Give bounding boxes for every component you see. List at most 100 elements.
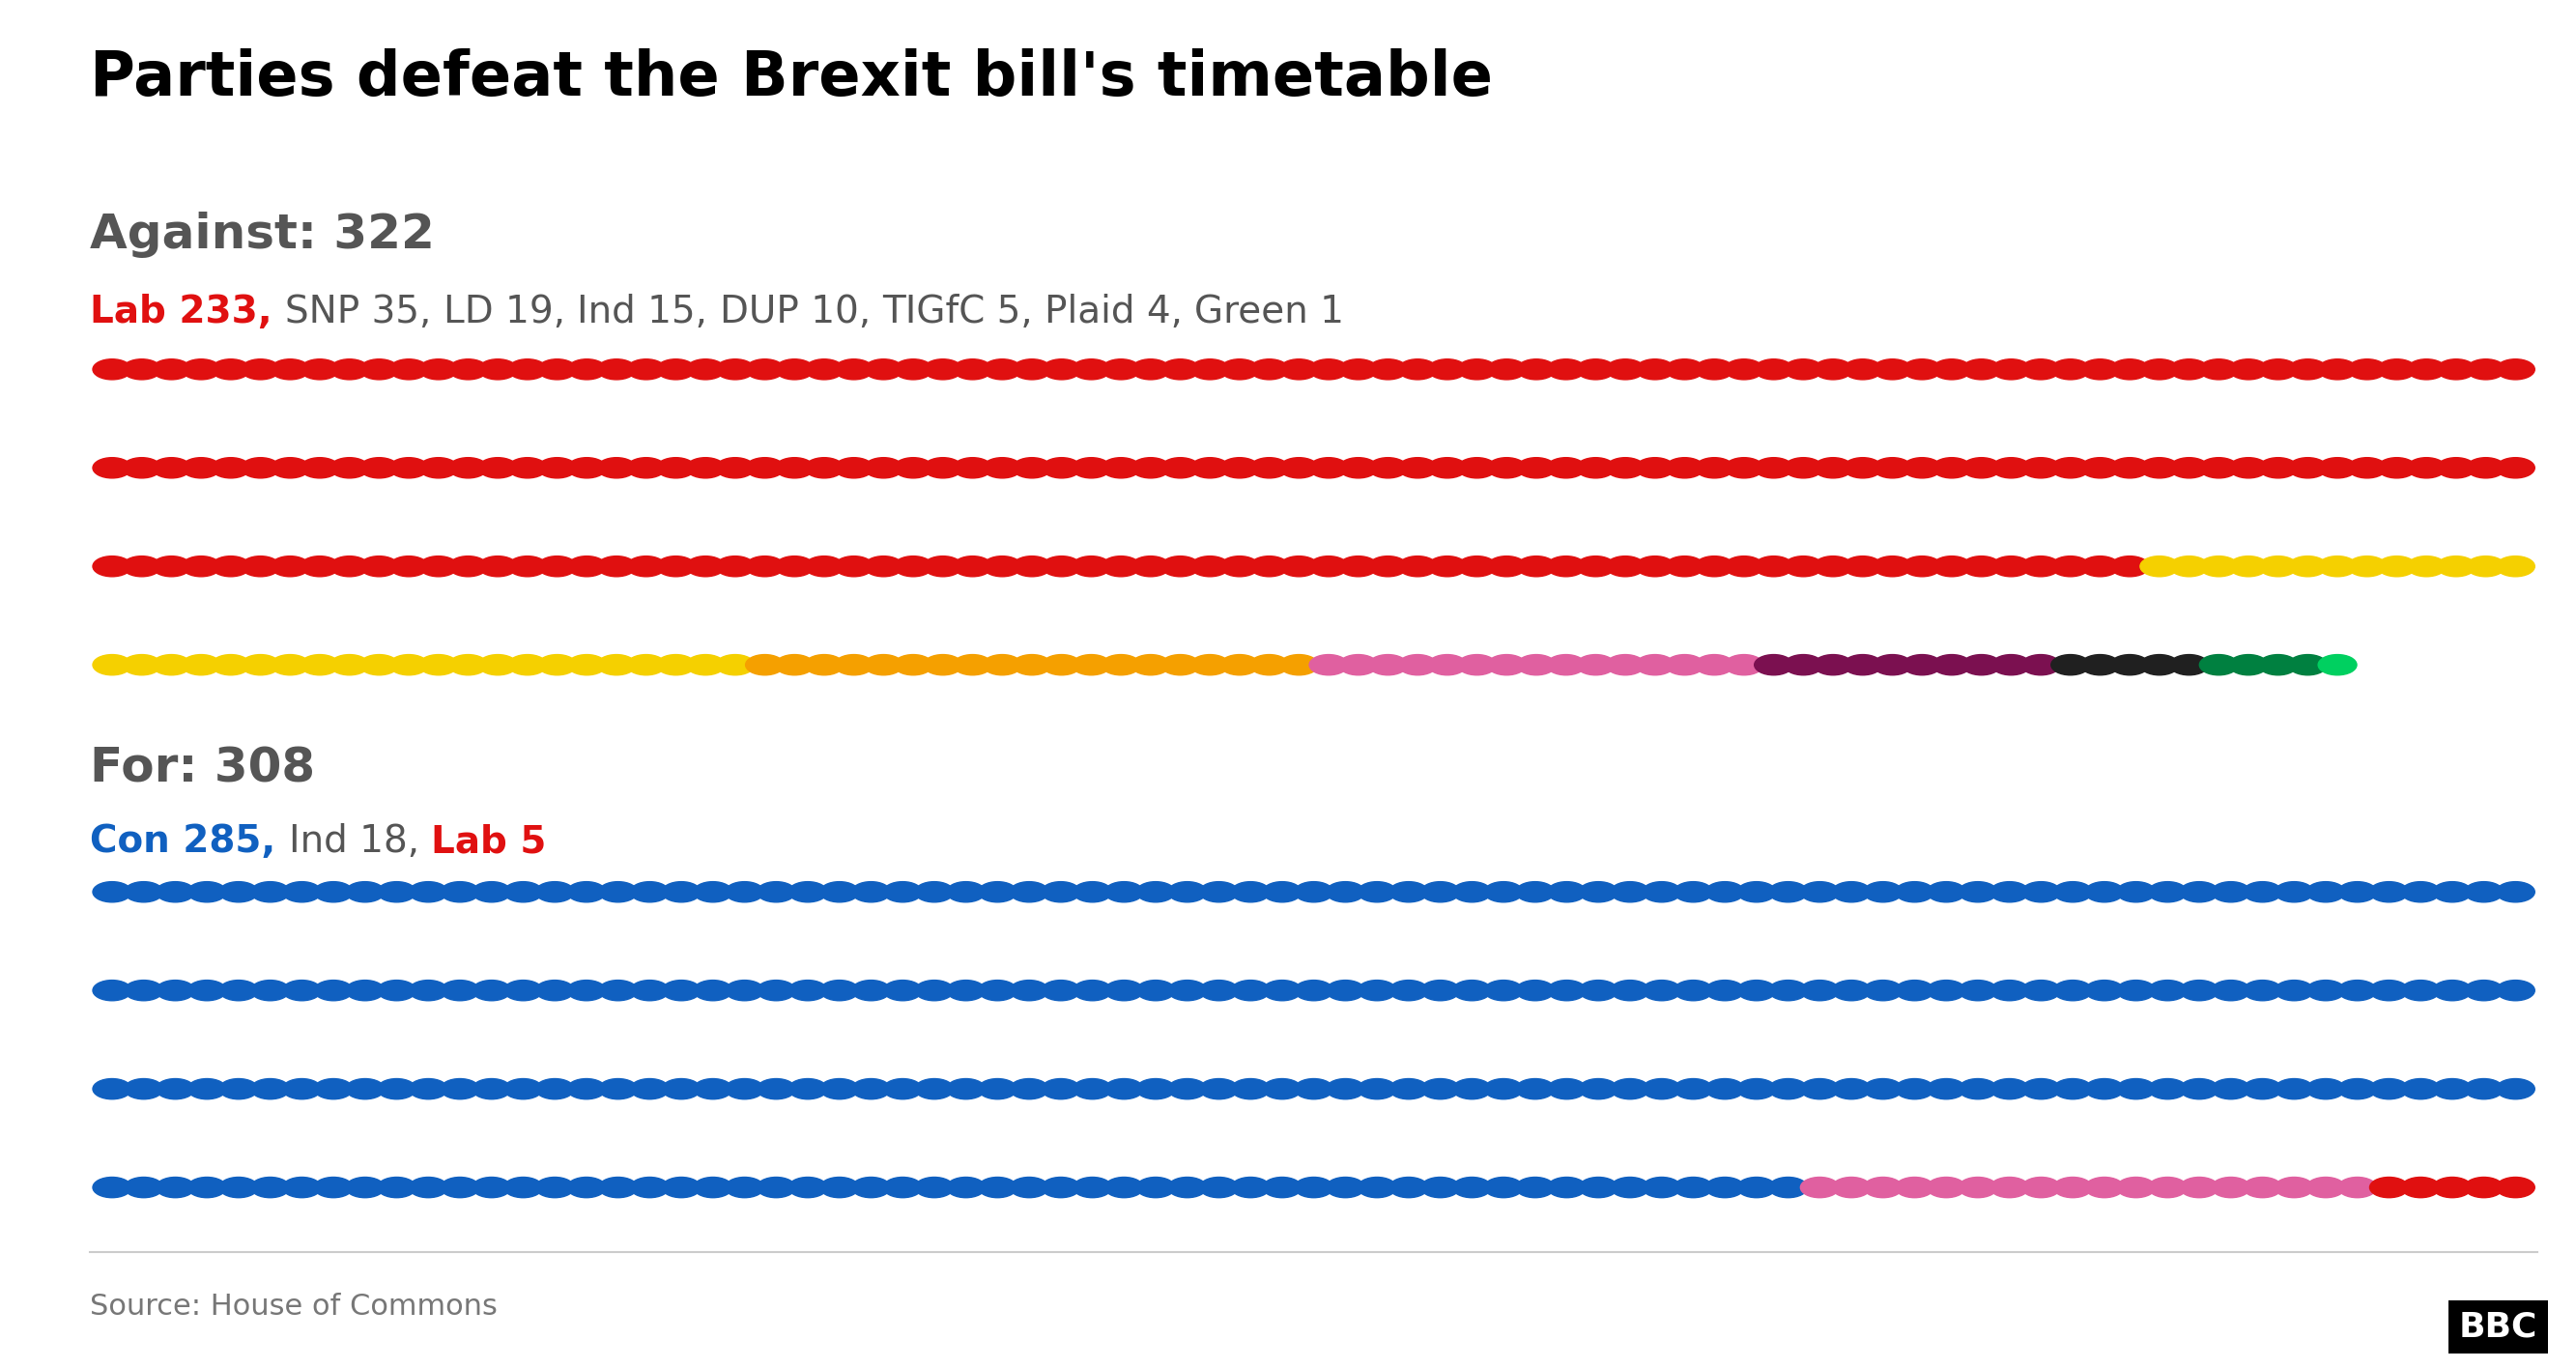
Circle shape bbox=[1548, 1178, 1587, 1197]
Circle shape bbox=[2370, 1178, 2409, 1197]
Circle shape bbox=[1873, 360, 1911, 379]
Circle shape bbox=[2406, 360, 2445, 379]
Circle shape bbox=[685, 458, 724, 477]
Circle shape bbox=[2347, 360, 2385, 379]
Circle shape bbox=[361, 458, 399, 477]
Circle shape bbox=[1427, 655, 1466, 674]
Circle shape bbox=[93, 360, 131, 379]
Circle shape bbox=[1605, 557, 1643, 576]
Circle shape bbox=[1932, 360, 1971, 379]
Circle shape bbox=[657, 655, 696, 674]
Circle shape bbox=[507, 557, 546, 576]
Circle shape bbox=[853, 981, 891, 1000]
Circle shape bbox=[1801, 1079, 1839, 1099]
Circle shape bbox=[2081, 360, 2120, 379]
Circle shape bbox=[536, 981, 574, 1000]
Circle shape bbox=[775, 557, 814, 576]
Circle shape bbox=[2496, 360, 2535, 379]
Circle shape bbox=[984, 655, 1023, 674]
Text: LD 19,: LD 19, bbox=[443, 294, 577, 331]
Circle shape bbox=[1515, 882, 1553, 902]
Circle shape bbox=[410, 1178, 448, 1197]
Circle shape bbox=[2496, 1079, 2535, 1099]
Circle shape bbox=[1399, 557, 1437, 576]
Circle shape bbox=[835, 360, 873, 379]
Circle shape bbox=[2437, 557, 2476, 576]
Circle shape bbox=[2259, 557, 2298, 576]
Circle shape bbox=[685, 655, 724, 674]
Circle shape bbox=[567, 360, 605, 379]
Circle shape bbox=[1610, 1079, 1649, 1099]
Circle shape bbox=[1136, 1178, 1175, 1197]
Circle shape bbox=[1991, 360, 2030, 379]
Circle shape bbox=[1422, 981, 1461, 1000]
Circle shape bbox=[984, 458, 1023, 477]
Circle shape bbox=[2110, 655, 2148, 674]
Circle shape bbox=[2050, 655, 2089, 674]
Circle shape bbox=[914, 882, 953, 902]
Circle shape bbox=[507, 360, 546, 379]
Circle shape bbox=[1105, 981, 1144, 1000]
Circle shape bbox=[1231, 1079, 1270, 1099]
Circle shape bbox=[420, 360, 459, 379]
Circle shape bbox=[1280, 458, 1319, 477]
Circle shape bbox=[716, 655, 755, 674]
Circle shape bbox=[1991, 1178, 2030, 1197]
Circle shape bbox=[1904, 360, 1942, 379]
Circle shape bbox=[1190, 360, 1229, 379]
Circle shape bbox=[1991, 882, 2030, 902]
Circle shape bbox=[1327, 1178, 1365, 1197]
Circle shape bbox=[1844, 655, 1883, 674]
Circle shape bbox=[2081, 458, 2120, 477]
Circle shape bbox=[1368, 458, 1406, 477]
Circle shape bbox=[448, 655, 487, 674]
Circle shape bbox=[2468, 360, 2504, 379]
Circle shape bbox=[1873, 557, 1911, 576]
Circle shape bbox=[440, 981, 479, 1000]
Circle shape bbox=[538, 557, 577, 576]
Circle shape bbox=[330, 458, 368, 477]
Circle shape bbox=[2117, 1178, 2156, 1197]
Circle shape bbox=[925, 655, 961, 674]
Circle shape bbox=[301, 655, 340, 674]
Circle shape bbox=[1736, 1079, 1775, 1099]
Circle shape bbox=[1963, 360, 2002, 379]
Circle shape bbox=[2200, 360, 2239, 379]
Text: For: 308: For: 308 bbox=[90, 746, 314, 792]
Circle shape bbox=[744, 655, 783, 674]
Circle shape bbox=[1486, 655, 1525, 674]
Circle shape bbox=[1904, 458, 1942, 477]
Circle shape bbox=[1249, 360, 1288, 379]
Circle shape bbox=[2141, 458, 2179, 477]
Circle shape bbox=[283, 882, 322, 902]
Circle shape bbox=[1190, 458, 1229, 477]
Circle shape bbox=[884, 1079, 922, 1099]
Circle shape bbox=[1579, 882, 1618, 902]
Circle shape bbox=[2287, 360, 2326, 379]
Circle shape bbox=[219, 1178, 258, 1197]
Circle shape bbox=[505, 1178, 544, 1197]
Circle shape bbox=[479, 655, 518, 674]
Circle shape bbox=[301, 360, 340, 379]
Circle shape bbox=[2053, 981, 2092, 1000]
Circle shape bbox=[93, 655, 131, 674]
Circle shape bbox=[716, 360, 755, 379]
Circle shape bbox=[788, 1178, 827, 1197]
Circle shape bbox=[242, 655, 281, 674]
Circle shape bbox=[1422, 1178, 1461, 1197]
Circle shape bbox=[505, 981, 544, 1000]
Circle shape bbox=[819, 981, 858, 1000]
Circle shape bbox=[1844, 458, 1883, 477]
Circle shape bbox=[124, 882, 162, 902]
Circle shape bbox=[657, 458, 696, 477]
Circle shape bbox=[2084, 882, 2123, 902]
Circle shape bbox=[2050, 557, 2089, 576]
Circle shape bbox=[124, 458, 160, 477]
Circle shape bbox=[2378, 557, 2416, 576]
Circle shape bbox=[2148, 1178, 2187, 1197]
Circle shape bbox=[2200, 458, 2239, 477]
Circle shape bbox=[1262, 1178, 1301, 1197]
Text: Lab 5: Lab 5 bbox=[430, 824, 546, 860]
Circle shape bbox=[1991, 1079, 2030, 1099]
Circle shape bbox=[2213, 1178, 2249, 1197]
